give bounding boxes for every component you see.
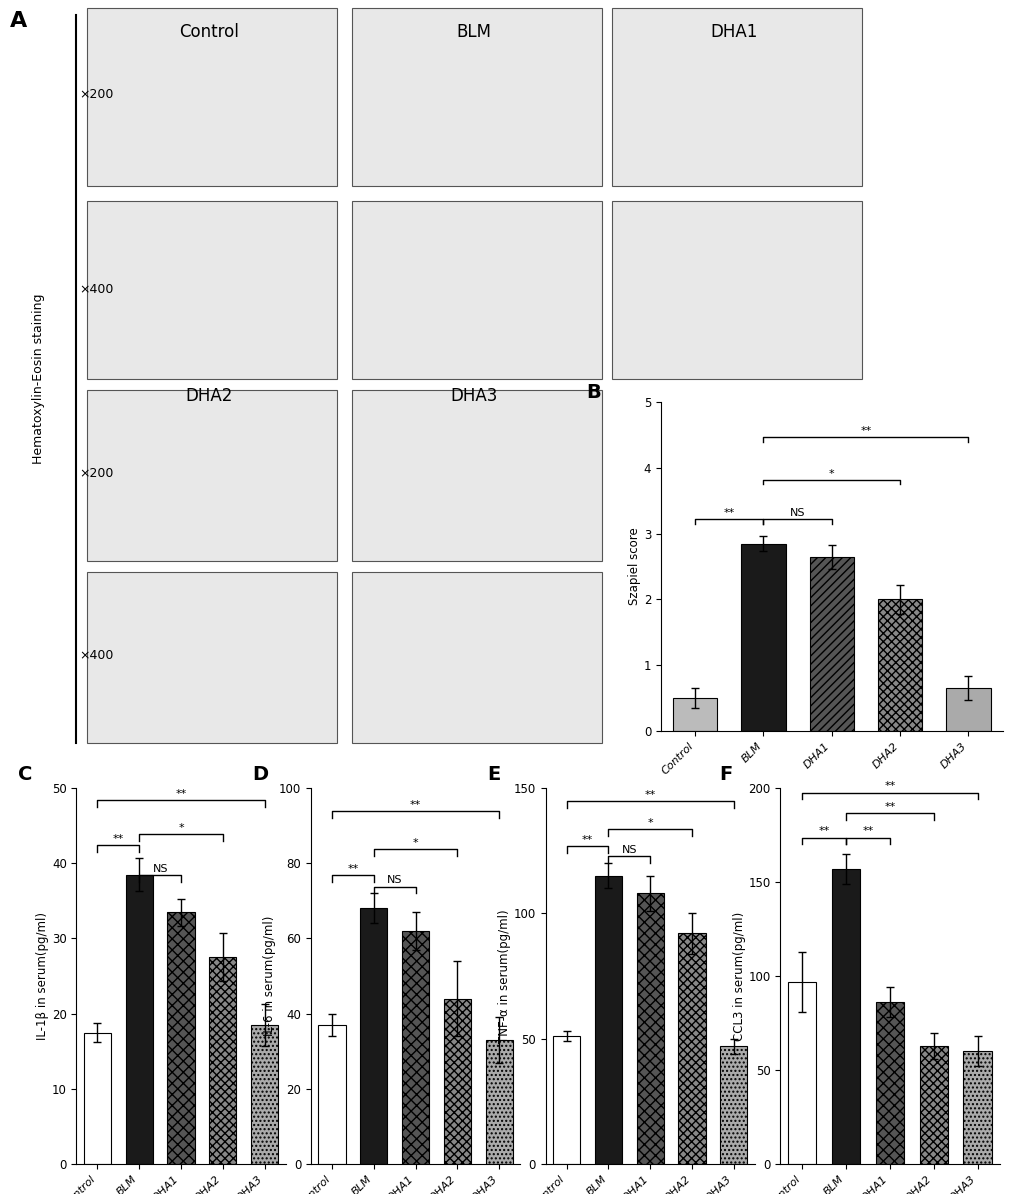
Bar xyxy=(832,869,859,1164)
Text: DHA2: DHA2 xyxy=(185,387,232,405)
Y-axis label: IL-6 in serum(pg/ml): IL-6 in serum(pg/ml) xyxy=(263,916,276,1036)
Bar xyxy=(552,1036,580,1164)
Bar xyxy=(719,1046,747,1164)
Bar xyxy=(352,201,601,380)
Bar xyxy=(636,893,663,1164)
Bar xyxy=(875,1003,903,1164)
Text: *: * xyxy=(413,838,418,848)
Bar xyxy=(167,912,195,1164)
Y-axis label: CCL3 in serum(pg/ml): CCL3 in serum(pg/ml) xyxy=(732,911,745,1041)
Y-axis label: IL-1β in serum(pg/ml): IL-1β in serum(pg/ml) xyxy=(36,912,49,1040)
Text: ×400: ×400 xyxy=(79,283,114,296)
Bar xyxy=(919,1046,947,1164)
Text: ×200: ×200 xyxy=(79,88,114,101)
Text: Control: Control xyxy=(179,23,238,41)
Bar xyxy=(443,998,471,1164)
Text: **: ** xyxy=(644,790,655,800)
Text: **: ** xyxy=(175,789,186,799)
Text: Hematoxylin-Eosin staining: Hematoxylin-Eosin staining xyxy=(33,294,45,464)
Y-axis label: Szapiel score: Szapiel score xyxy=(628,528,640,605)
Bar xyxy=(678,934,705,1164)
Text: DHA3: DHA3 xyxy=(450,387,497,405)
Text: **: ** xyxy=(112,833,124,844)
Bar xyxy=(352,572,601,743)
Text: DHA1: DHA1 xyxy=(710,23,757,41)
Bar xyxy=(318,1024,345,1164)
Text: **: ** xyxy=(883,781,895,792)
Bar xyxy=(87,7,336,186)
Text: ×400: ×400 xyxy=(79,650,114,663)
Text: E: E xyxy=(487,765,500,784)
Bar xyxy=(401,931,429,1164)
Text: **: ** xyxy=(722,507,735,518)
Text: **: ** xyxy=(410,800,421,810)
Text: NS: NS xyxy=(152,864,168,874)
Bar xyxy=(946,688,989,731)
Text: A: A xyxy=(10,12,28,31)
Y-axis label: TNF-α in serum(pg/ml): TNF-α in serum(pg/ml) xyxy=(497,910,511,1042)
Bar xyxy=(809,556,853,731)
Text: D: D xyxy=(253,765,268,784)
Text: **: ** xyxy=(346,864,359,874)
Text: **: ** xyxy=(859,426,871,436)
Text: NS: NS xyxy=(789,507,805,518)
Text: ×200: ×200 xyxy=(79,467,114,480)
Bar xyxy=(485,1040,513,1164)
Text: *: * xyxy=(178,823,183,832)
Bar xyxy=(352,7,601,186)
Text: NS: NS xyxy=(386,875,403,885)
Bar xyxy=(963,1051,990,1164)
Bar xyxy=(251,1024,278,1164)
Text: *: * xyxy=(647,818,652,827)
Bar xyxy=(87,572,336,743)
Text: F: F xyxy=(718,765,732,784)
Bar xyxy=(352,390,601,561)
Bar xyxy=(209,958,236,1164)
Bar xyxy=(611,7,861,186)
Text: B: B xyxy=(585,382,600,401)
Bar xyxy=(611,201,861,380)
Text: BLM: BLM xyxy=(457,23,491,41)
Text: **: ** xyxy=(861,826,873,836)
Text: NS: NS xyxy=(621,845,637,855)
Bar xyxy=(741,543,785,731)
Bar xyxy=(84,1033,111,1164)
Bar xyxy=(360,909,387,1164)
Text: **: ** xyxy=(883,802,895,812)
Bar xyxy=(788,981,815,1164)
Bar xyxy=(673,697,716,731)
Bar xyxy=(594,876,622,1164)
Bar xyxy=(877,599,921,731)
Bar xyxy=(125,874,153,1164)
Text: **: ** xyxy=(581,835,593,845)
Text: **: ** xyxy=(817,826,829,836)
Bar xyxy=(87,390,336,561)
Text: *: * xyxy=(828,468,834,479)
Text: C: C xyxy=(18,765,33,784)
Bar xyxy=(87,201,336,380)
